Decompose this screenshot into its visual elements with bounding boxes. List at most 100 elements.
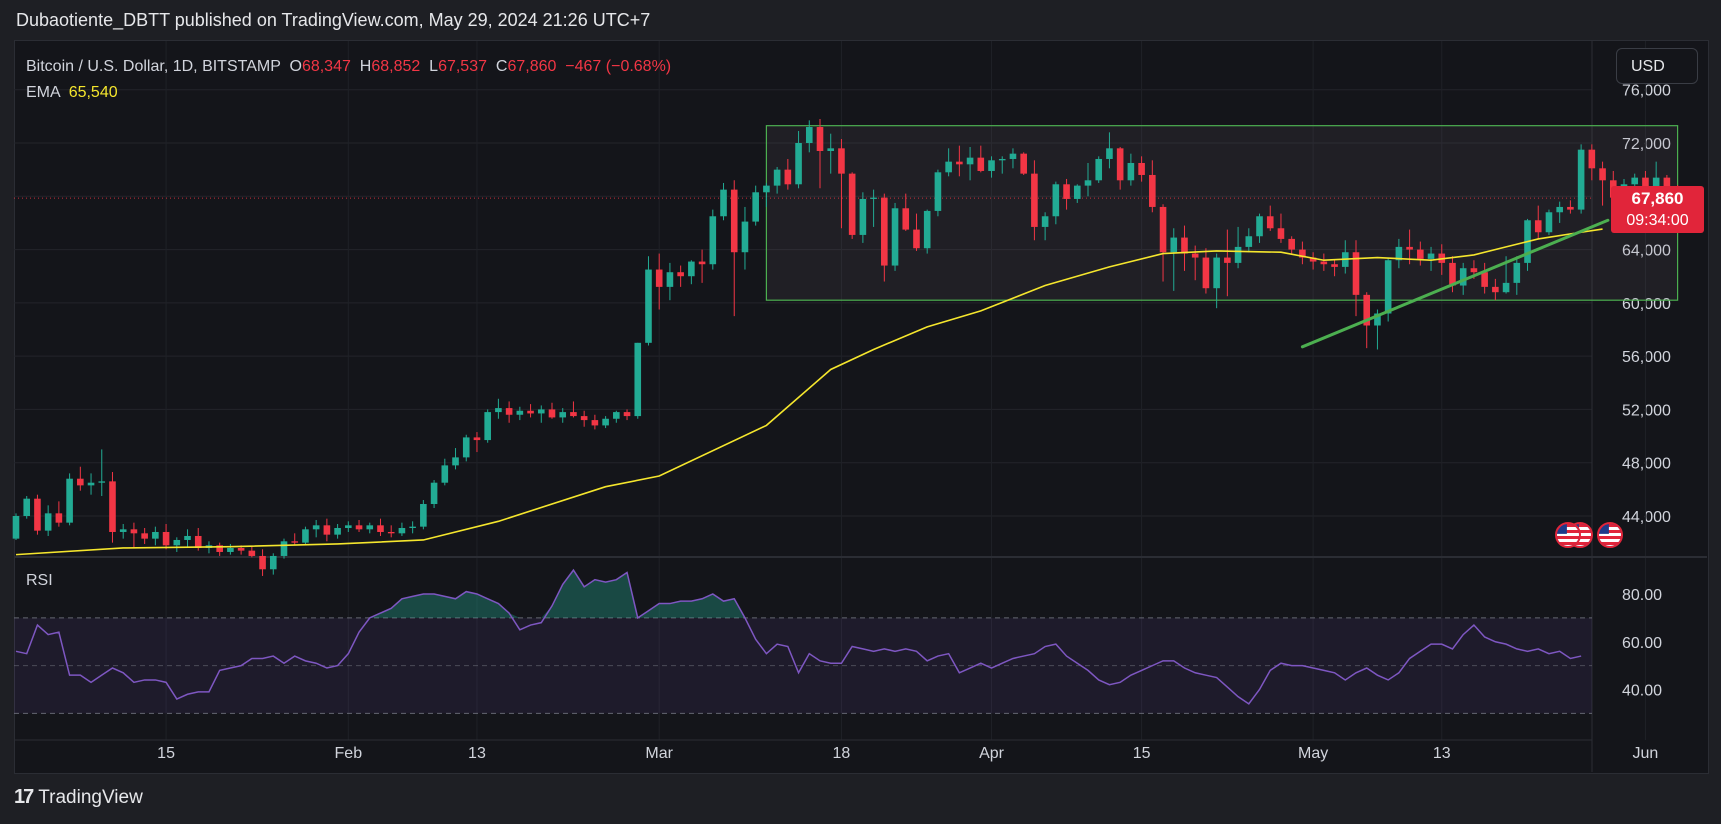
candle-body: [1009, 153, 1017, 159]
us-flag-icon[interactable]: [1555, 522, 1581, 548]
candle-body: [505, 408, 513, 415]
candle-body: [1266, 216, 1274, 229]
candle-body: [1406, 246, 1413, 250]
candle-body: [998, 158, 1006, 161]
price-tick-label: 64,000: [1622, 243, 1671, 260]
candle-body: [1545, 212, 1553, 233]
symbol-description: Bitcoin / U.S. Dollar, 1D, BITSTAMP: [26, 58, 281, 75]
candle-body: [162, 531, 170, 546]
rsi-tick-label: 40.00: [1622, 683, 1662, 700]
rsi-overbought-fill: [369, 591, 520, 618]
candle-body: [763, 185, 770, 193]
candle-body: [173, 539, 181, 546]
candle-body: [227, 547, 234, 552]
candle-body: [1384, 260, 1392, 314]
candle-body: [312, 525, 320, 530]
time-tick-label: 13: [1433, 745, 1451, 762]
candle-body: [484, 412, 491, 441]
candle-body: [130, 529, 138, 534]
candle-body: [1138, 162, 1145, 175]
candle-body: [1652, 177, 1660, 187]
close-label: C: [495, 58, 508, 75]
candle-body: [152, 531, 159, 539]
time-tick-label: 15: [1133, 745, 1151, 762]
candle-body: [741, 221, 749, 253]
candle-body: [559, 412, 567, 418]
low-value: 67,537: [438, 58, 487, 75]
ema-value: 65,540: [68, 84, 118, 101]
candle-body: [441, 465, 449, 483]
candle-body: [1534, 220, 1542, 233]
candle-body: [1095, 158, 1103, 181]
candle-body: [462, 437, 470, 458]
candle-body: [1481, 272, 1488, 287]
ascending-trendline: [1300, 218, 1610, 349]
rsi-overbought-fill: [541, 570, 638, 618]
candle-body: [194, 535, 202, 548]
candle-body: [1363, 294, 1371, 326]
time-tick-label: May: [1298, 745, 1328, 762]
candle-body: [1374, 313, 1381, 326]
us-flag-icon[interactable]: [1597, 522, 1623, 548]
ema-label: EMA: [26, 84, 60, 101]
open-label: O: [289, 58, 302, 75]
candle-body: [1106, 148, 1113, 159]
candle-body: [881, 197, 888, 266]
candle-body: [805, 127, 813, 143]
candle-body: [1063, 184, 1070, 199]
candle-body: [945, 161, 952, 173]
candle-body: [259, 555, 266, 570]
candle-body: [934, 172, 942, 211]
time-tick-label: 18: [833, 745, 851, 762]
ema-line: [15, 228, 1603, 556]
candle-body: [634, 342, 642, 417]
candle-body: [12, 516, 20, 539]
candle-body: [216, 545, 223, 552]
candle-body: [291, 541, 299, 543]
candle-body: [966, 157, 974, 165]
candle-body: [688, 261, 695, 277]
candle-body: [452, 457, 459, 466]
candle-body: [98, 481, 106, 483]
candle-body: [1299, 249, 1306, 258]
time-tick-label: Apr: [979, 745, 1005, 762]
candle-body: [366, 525, 374, 530]
candle-body: [323, 525, 331, 535]
candle-body: [1234, 246, 1242, 263]
high-label: H: [359, 58, 372, 75]
candle-body: [237, 547, 245, 551]
currency-button[interactable]: USD: [1616, 48, 1698, 84]
candle-body: [473, 437, 481, 441]
candle-body: [420, 504, 427, 527]
candle-body: [1449, 262, 1456, 286]
price-tick-label: 72,000: [1622, 136, 1671, 153]
chart-legend: Bitcoin / U.S. Dollar, 1D, BITSTAMP O68,…: [26, 54, 671, 106]
candle-body: [923, 210, 931, 249]
candle-body: [1213, 257, 1220, 289]
candle-body: [848, 173, 856, 235]
candle-body: [1459, 268, 1467, 286]
candle-body: [1031, 173, 1038, 227]
time-tick-label: Mar: [645, 745, 673, 762]
candle-body: [913, 229, 920, 249]
candle-body: [1277, 228, 1285, 239]
candle-body: [1170, 237, 1178, 253]
candle-body: [1288, 238, 1295, 250]
rsi-line: [15, 568, 1582, 705]
bar-countdown: 09:34:00: [1626, 212, 1689, 229]
candle-body: [613, 412, 620, 419]
candle-body: [66, 478, 73, 523]
price-change: −467 (−0.68%): [565, 58, 672, 75]
candle-body: [977, 157, 985, 171]
price-tick-label: 56,000: [1622, 349, 1671, 366]
tradingview-logo[interactable]: 17 TradingView: [14, 786, 143, 809]
candle-body: [1556, 206, 1563, 213]
candle-body: [1599, 168, 1606, 181]
candle-body: [698, 261, 706, 265]
candle-body: [1256, 216, 1263, 237]
candle-body: [248, 550, 256, 556]
candle-body: [677, 272, 684, 277]
candle-body: [184, 535, 191, 540]
candle-body: [355, 525, 363, 530]
